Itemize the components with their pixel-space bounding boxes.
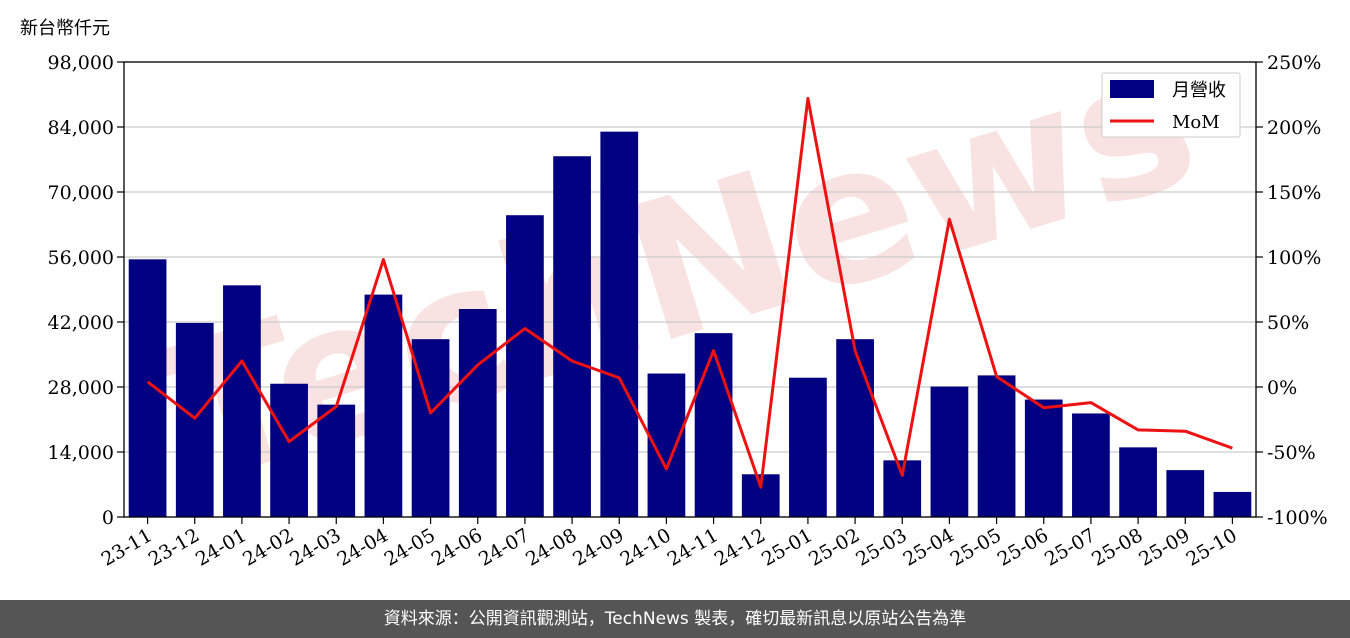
y-left-tick-label: 0: [102, 507, 114, 529]
x-tick-label-24-07: 24-07: [475, 524, 533, 570]
x-tick-label-24-11: 24-11: [664, 524, 722, 570]
x-tick-label-25-05: 25-05: [947, 524, 1005, 570]
bar-24-03: [317, 404, 356, 517]
x-tick-label-24-10: 24-10: [616, 524, 674, 570]
y-right-tick-label: 150%: [1267, 182, 1321, 204]
y-left-tick-label: 14,000: [48, 442, 114, 464]
y-right-tick-label: 0%: [1267, 377, 1297, 399]
x-tick-label-25-06: 25-06: [994, 524, 1052, 570]
y-right-tick-label: 200%: [1267, 117, 1321, 139]
x-tick-label-23-12: 23-12: [145, 524, 203, 570]
x-tick-label-24-03: 24-03: [286, 524, 344, 570]
y-right-tick-label: -100%: [1267, 507, 1328, 529]
bar-24-08: [553, 156, 591, 517]
bar-25-08: [1119, 447, 1157, 517]
bar-23-11: [128, 259, 167, 517]
bar-24-09: [600, 131, 639, 517]
x-tick-label-24-09: 24-09: [569, 524, 627, 570]
bar-23-12: [175, 322, 214, 517]
y-left-tick-label: 84,000: [48, 117, 114, 139]
x-tick-label-24-06: 24-06: [428, 524, 486, 570]
y-left-tick-label: 42,000: [48, 312, 114, 334]
bar-25-09: [1166, 470, 1205, 517]
legend-bar-label: 月營收: [1172, 80, 1226, 101]
x-tick-label-24-05: 24-05: [381, 524, 439, 570]
x-tick-label-25-03: 25-03: [852, 524, 910, 570]
bar-24-06: [458, 309, 497, 517]
y-left-tick-label: 98,000: [48, 52, 114, 74]
y-right-tick-label: -50%: [1267, 442, 1316, 464]
legend: 月營收 MoM: [1101, 72, 1241, 138]
y-left-tick-label: 70,000: [48, 182, 114, 204]
bar-24-02: [270, 383, 308, 517]
line-series: [146, 96, 1233, 489]
bar-25-05: [977, 375, 1016, 517]
plot-frame: [123, 61, 1257, 518]
mom-line: [146, 96, 1233, 489]
y-left-tick-label: 28,000: [48, 377, 114, 399]
x-tick-label-25-10: 25-10: [1182, 524, 1240, 570]
bar-series: [128, 131, 1252, 517]
y-right-tick-label: 50%: [1267, 312, 1309, 334]
x-tick-label-23-11: 23-11: [98, 524, 156, 570]
bar-25-07: [1072, 413, 1110, 517]
legend-line-label: MoM: [1172, 112, 1220, 133]
x-tick-label-25-09: 25-09: [1135, 524, 1193, 570]
bar-25-06: [1024, 399, 1063, 517]
x-tick-label-24-02: 24-02: [239, 524, 297, 570]
x-tick-label-25-04: 25-04: [899, 524, 957, 570]
y-axis-unit-label: 新台幣仟元: [20, 18, 110, 39]
bar-24-07: [506, 215, 544, 517]
x-tick-label-25-01: 25-01: [758, 524, 816, 570]
x-tick-label-25-07: 25-07: [1041, 524, 1099, 570]
x-tick-label-25-08: 25-08: [1088, 524, 1146, 570]
bar-25-02: [836, 339, 874, 517]
bar-25-10: [1213, 491, 1252, 517]
y-left-tick-label: 56,000: [48, 247, 114, 269]
y-right-tick-label: 100%: [1267, 247, 1321, 269]
bar-24-01: [223, 285, 261, 517]
bar-25-01: [789, 377, 827, 517]
x-tick-label-24-04: 24-04: [333, 524, 391, 570]
bar-24-11: [694, 333, 733, 517]
bar-25-04: [930, 386, 969, 517]
chart: TechNews 014,00028,00042,00056,00070,000…: [48, 7, 1328, 571]
x-tick-label-24-08: 24-08: [522, 524, 580, 570]
x-tick-label-25-02: 25-02: [805, 524, 863, 570]
footer-source: 資料來源：公開資訊觀測站，TechNews 製表，確切最新訊息以原站公告為準: [0, 600, 1350, 638]
x-tick-label-24-12: 24-12: [711, 524, 769, 570]
x-tick-label-24-01: 24-01: [192, 524, 250, 570]
bar-24-04: [364, 294, 403, 517]
y-right-tick-label: 250%: [1267, 52, 1321, 74]
legend-bar-swatch: [1110, 80, 1154, 98]
